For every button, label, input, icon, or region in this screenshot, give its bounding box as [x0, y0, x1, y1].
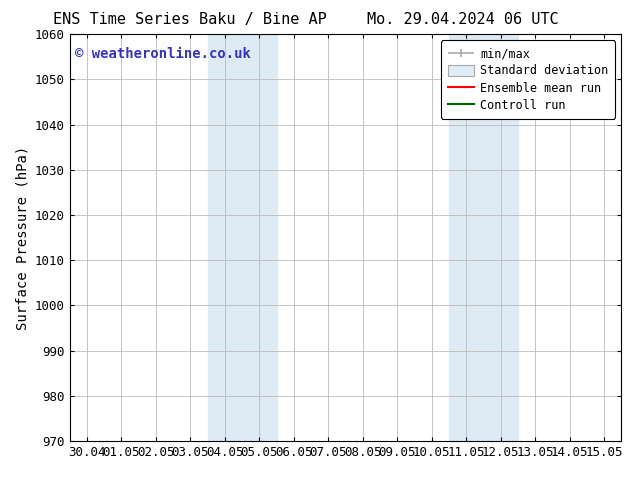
Text: ENS Time Series Baku / Bine AP: ENS Time Series Baku / Bine AP: [53, 12, 327, 27]
Text: Mo. 29.04.2024 06 UTC: Mo. 29.04.2024 06 UTC: [367, 12, 559, 27]
Legend: min/max, Standard deviation, Ensemble mean run, Controll run: min/max, Standard deviation, Ensemble me…: [441, 40, 616, 119]
Text: © weatheronline.co.uk: © weatheronline.co.uk: [75, 47, 251, 60]
Bar: [207, 34, 276, 441]
Y-axis label: Surface Pressure (hPa): Surface Pressure (hPa): [15, 146, 29, 330]
Bar: [449, 34, 518, 441]
